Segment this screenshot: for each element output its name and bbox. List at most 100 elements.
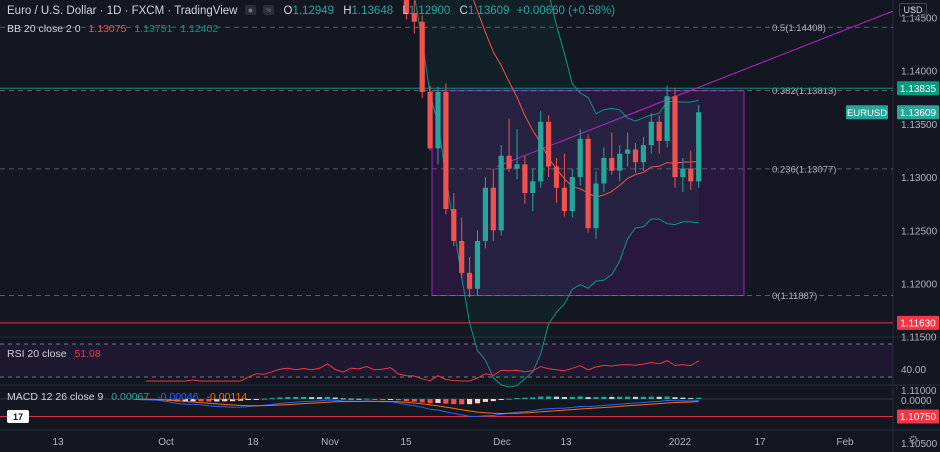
price-tick-label: 1.12500 [901,226,938,237]
macd-histogram-bar [348,398,354,400]
logo-box [7,410,29,423]
trend-line [496,10,894,168]
macd-histogram-bar [340,398,346,400]
macd-histogram-bar [561,397,567,399]
price-tick-label: 1.13000 [901,173,938,184]
time-tick-label: Dec [493,437,511,448]
symbol-title[interactable]: Euro / U.S. Dollar · 1D · FXCM · Trading… [7,5,238,17]
bb-legend[interactable]: BB 20 close 2 0 1.13075 1.13751 1.12402 [7,23,218,35]
macd-histogram-bar [190,399,196,402]
fib-retracement-drawing[interactable]: 1(1.16929)0.786(1.15850)0.618(1.15003)0.… [0,0,893,302]
time-tick-label: 13 [560,437,572,448]
trend-line-drawing[interactable] [496,10,894,168]
rsi-pane [0,343,893,382]
time-tick-label: 15 [400,437,412,448]
candle-body [538,121,544,182]
macd-histogram-bar [301,396,307,399]
macd-histogram-bar [530,397,536,399]
time-axis[interactable]: 13 Oct 18 Nov 15 Dec 13 2022 17 Feb [52,437,854,448]
candle-body [443,91,449,210]
macd-histogram-bar [380,399,386,400]
macd-signal-value: -0.00114 [206,391,248,403]
macd-histogram-bar [198,399,204,402]
horizontal-line-drawings[interactable] [0,0,893,417]
low-value: 1.12900 [408,5,451,17]
bb-label: BB 20 close 2 0 [7,23,81,35]
price-tick-label: 1.11500 [901,333,937,344]
candlestick-series [403,0,702,298]
price-marker-tag [897,315,939,330]
price-axis[interactable]: 1.170001.165001.160001.155001.150001.145… [901,0,938,451]
price-axis-markers: 1.152501.13835EURUSD1.136091.116301.1075… [846,81,939,424]
macd-histogram-bar [696,397,702,399]
close-label: C [459,5,468,17]
symbol-marker-label: EURUSD [847,108,887,119]
macd-histogram-bar [293,397,299,399]
price-marker-tag [897,409,939,424]
macd-histogram-bar [316,397,323,399]
macd-hist-value: 0.00067 [111,391,150,403]
gear-icon[interactable]: ⚙ [908,433,919,447]
bb-basis-line [472,0,699,198]
candle-body [601,157,607,184]
macd-histogram-bar [553,396,560,399]
macd-histogram-bar [372,399,378,400]
time-tick-label: Oct [158,437,174,448]
macd-pane [0,396,893,417]
macd-histogram-bar [664,396,670,399]
candle-body [467,272,473,289]
fib-level-label: 0.382(1.13813) [772,86,836,97]
macd-histogram-bar [625,396,631,399]
price-tick-label: 1.10500 [901,439,938,450]
macd-histogram-bar [261,398,267,400]
candle-body [490,187,496,231]
macd-histogram-bar [230,399,236,402]
macd-histogram-bar [411,399,417,402]
currency-button[interactable]: USD [899,3,927,17]
price-marker-label: 1.10750 [900,412,937,423]
macd-histogram-bar [640,396,646,399]
candle-body [474,240,481,289]
candle-body [664,96,670,141]
legend-header: Euro / U.S. Dollar · 1D · FXCM · Trading… [7,5,615,17]
macd-legend[interactable]: MACD 12 26 close 9 0.00067 -0.00046 -0.0… [7,391,247,403]
market-status-icon: ● [244,5,257,15]
macd-histogram-bar [222,399,228,402]
crosshair-icon[interactable]: ⌖ [910,4,916,15]
rsi-level-label: 40.00 [901,365,926,376]
macd-histogram-bar [648,396,654,399]
time-tick-label: 2022 [669,437,692,448]
macd-histogram-bar [506,398,512,400]
candle-body [625,149,631,154]
candle-body [585,138,591,229]
rsi-line [145,360,699,382]
macd-histogram-bar [482,399,488,402]
wave-icon: ≈ [263,5,275,15]
candle-body [569,177,575,212]
candle-body [411,13,417,22]
candle-body [656,121,662,141]
price-tick-label: 1.14000 [901,67,938,78]
rsi-legend[interactable]: RSI 20 close 51.08 [7,348,101,360]
macd-histogram-bar [593,397,599,399]
macd-histogram-bar [585,397,591,399]
symbol-marker-tag [846,105,888,120]
time-tick-label: Nov [321,437,339,448]
close-value: 1.13609 [467,5,510,17]
high-label: H [343,5,352,17]
macd-histogram-bar [403,399,409,402]
macd-histogram-bar [672,397,678,399]
macd-line [137,399,699,417]
bb-lower-line [414,0,699,388]
price-marker-label: 1.13835 [900,84,937,95]
macd-signal-line [137,398,699,415]
candle-body [617,153,623,171]
candle-body [640,145,646,163]
candle-body [482,187,488,241]
candle-body [427,91,433,149]
low-label: L [402,5,409,17]
time-tick-label: 13 [52,437,64,448]
candle-body [451,209,457,241]
macd-histogram-bar [609,396,615,399]
